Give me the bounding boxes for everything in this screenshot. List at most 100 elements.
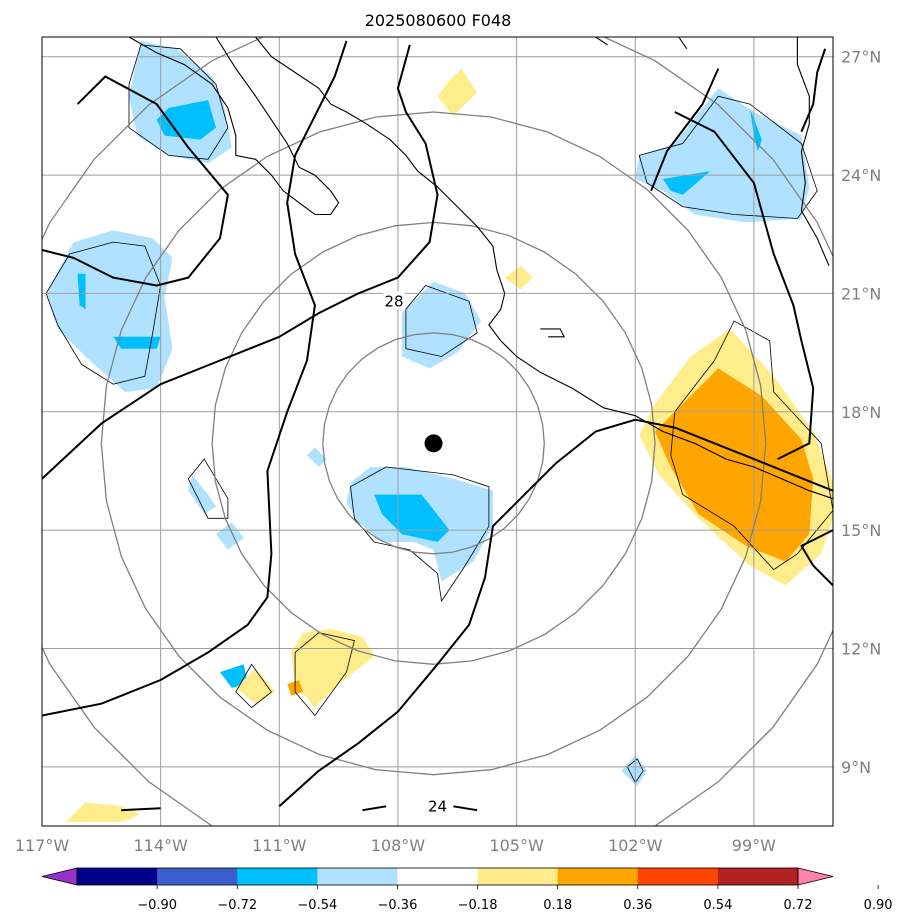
latitude-tick-label: 27°N xyxy=(841,48,881,67)
contour-line xyxy=(278,418,833,808)
shaded-region xyxy=(77,273,86,310)
thin-contour xyxy=(294,632,355,717)
contour-line xyxy=(362,805,387,812)
longitude-tick-label: 117°W xyxy=(15,836,70,855)
colorbar-tick-label: 0.72 xyxy=(784,898,813,913)
contour-line xyxy=(674,111,815,460)
coastline-layer xyxy=(128,37,833,500)
colorbar-tick-label: 0.36 xyxy=(623,898,652,913)
colorbar-over-triangle xyxy=(797,867,834,886)
colorbar-swatch xyxy=(717,868,799,885)
colorbar-tick-label: 0.90 xyxy=(864,898,893,913)
longitude-tick-label: 114°W xyxy=(133,836,188,855)
contour-line xyxy=(121,807,161,812)
coastline xyxy=(540,328,565,338)
contour-label-mask xyxy=(382,291,405,310)
coastline xyxy=(128,37,340,216)
shaded-region xyxy=(621,755,648,787)
map-frame xyxy=(41,36,834,827)
shaded-region xyxy=(307,447,327,467)
colorbar-swatch xyxy=(237,868,318,885)
thin-contour xyxy=(638,95,818,219)
colorbar-swatch xyxy=(77,868,158,885)
contour-line xyxy=(42,40,348,717)
latitude-tick-label: 21°N xyxy=(841,284,881,303)
colorbar-tick-label: −0.54 xyxy=(297,898,337,913)
contour-line xyxy=(800,529,833,587)
latitude-labels: 27°N 24°N 21°N 18°N 15°N 12°N 9°N xyxy=(841,48,881,777)
shaded-region xyxy=(749,108,762,152)
colorbar-tick-label: −0.36 xyxy=(378,898,418,913)
colorbar-tick-label: −0.90 xyxy=(137,898,177,913)
colorbar-tick-label: −0.72 xyxy=(217,898,257,913)
longitude-tick-label: 105°W xyxy=(489,836,544,855)
colorbar-swatch xyxy=(157,868,238,885)
latitude-tick-label: 24°N xyxy=(841,166,881,185)
colorbar-tick-label: 0.54 xyxy=(703,898,732,913)
thin-contour xyxy=(350,466,490,603)
shaded-region xyxy=(235,668,276,704)
shaded-region xyxy=(662,171,711,195)
contour-line xyxy=(42,44,439,480)
latitude-tick-label: 15°N xyxy=(841,521,881,540)
thick-contour-layer xyxy=(42,40,833,812)
shaded-region xyxy=(188,474,216,515)
coastline xyxy=(255,37,833,500)
contour-labels: 28 24 xyxy=(382,291,449,815)
contour-line xyxy=(800,48,827,133)
latitude-tick-label: 9°N xyxy=(841,758,871,777)
shaded-region xyxy=(504,265,533,290)
latitude-tick-label: 18°N xyxy=(841,403,881,422)
range-rings xyxy=(42,37,833,826)
map-plot-area: 28 24 xyxy=(42,37,833,826)
thin-contour xyxy=(128,44,229,160)
thin-contour-layer xyxy=(45,44,833,784)
shaded-region xyxy=(437,68,478,116)
contour-line xyxy=(42,75,229,287)
colorbar-swatch xyxy=(397,868,479,885)
thin-contour xyxy=(626,758,644,784)
colorbar-tick-label: 0.18 xyxy=(543,898,572,913)
colorbar-swatch xyxy=(637,868,719,885)
coastline xyxy=(595,37,608,46)
latitude-tick-label: 12°N xyxy=(841,639,881,658)
thin-contour xyxy=(235,663,272,709)
storm-center-dot xyxy=(424,434,443,453)
colorbar-swatch xyxy=(557,868,639,885)
colorbar-swatch xyxy=(317,868,398,885)
longitude-tick-label: 108°W xyxy=(371,836,426,855)
colorbar-swatch xyxy=(477,868,559,885)
range-ring xyxy=(322,332,545,555)
contour-label-mask xyxy=(426,796,449,815)
graticule xyxy=(42,37,833,826)
thin-contour xyxy=(187,458,229,519)
contour-line xyxy=(650,68,720,192)
colorbar: −0.90 −0.72 −0.54 −0.36 −0.18 0.18 0.36 0.54 0.7… xyxy=(41,867,893,913)
colorbar-under-triangle xyxy=(41,867,78,886)
longitude-tick-label: 102°W xyxy=(608,836,663,855)
range-ring xyxy=(211,221,656,665)
shaded-anomaly-layer xyxy=(46,40,833,823)
thin-contour xyxy=(670,320,833,571)
contour-line xyxy=(453,805,478,812)
storm-center-layer xyxy=(424,434,443,453)
longitude-tick-label: 99°W xyxy=(732,836,776,855)
shaded-region xyxy=(401,281,481,369)
range-ring xyxy=(42,37,833,826)
longitude-labels: 117°W 114°W 111°W 108°W 105°W 102°W 99°W xyxy=(15,836,776,855)
coastline xyxy=(678,37,688,50)
shaded-region xyxy=(220,644,248,688)
shaded-region xyxy=(65,802,141,823)
thin-contour xyxy=(405,285,478,357)
shaded-region xyxy=(46,230,173,392)
coastline xyxy=(796,37,830,267)
contour-label: 24 xyxy=(428,797,447,815)
shaded-region xyxy=(655,368,814,562)
shaded-region xyxy=(156,100,216,140)
chart-title: 2025080600 F048 xyxy=(365,11,512,30)
colorbar-tick-label: −0.18 xyxy=(458,898,498,913)
longitude-tick-label: 111°W xyxy=(252,836,307,855)
thin-contour xyxy=(45,241,162,385)
shaded-region xyxy=(113,336,161,349)
